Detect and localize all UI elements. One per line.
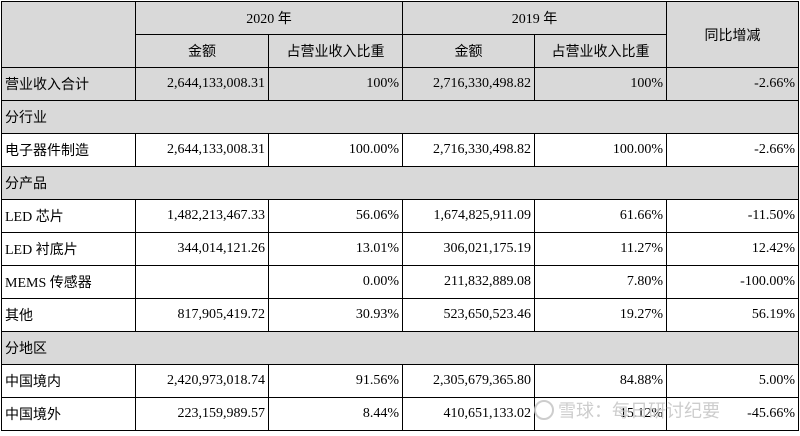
header-yoy-change: 同比增减	[666, 1, 799, 68]
change-cell: -100.00%	[666, 265, 799, 299]
section-title: 分地区	[1, 331, 799, 365]
ratio-2019-cell: 100.00%	[534, 133, 667, 167]
ratio-2020-cell: 100%	[268, 67, 403, 101]
amount-2020-cell: 2,644,133,008.31	[135, 133, 269, 167]
ratio-2020-cell: 8.44%	[268, 397, 403, 431]
amount-2019-cell: 2,716,330,498.82	[402, 67, 535, 101]
amount-2020-cell: 1,482,213,467.33	[135, 199, 269, 233]
amount-2019-cell: 306,021,175.19	[402, 232, 535, 266]
amount-2020-cell: 2,420,973,018.74	[135, 364, 269, 398]
header-corner-cell	[1, 1, 136, 68]
header-amount-2020: 金额	[135, 34, 269, 68]
table-row: 其他 817,905,419.72 30.93% 523,650,523.46 …	[1, 298, 799, 332]
ratio-2019-cell: 61.66%	[534, 199, 667, 233]
section-header-industry: 分行业	[1, 100, 799, 134]
change-cell: -2.66%	[666, 133, 799, 167]
change-cell: -11.50%	[666, 199, 799, 233]
change-cell: 56.19%	[666, 298, 799, 332]
section-header-product: 分产品	[1, 166, 799, 200]
ratio-2020-cell: 100.00%	[268, 133, 403, 167]
table-row: MEMS 传感器 0.00% 211,832,889.08 7.80% -100…	[1, 265, 799, 299]
amount-2020-cell	[135, 265, 269, 299]
ratio-2019-cell: 15.12%	[534, 397, 667, 431]
ratio-2020-cell: 91.56%	[268, 364, 403, 398]
table-row: 电子器件制造 2,644,133,008.31 100.00% 2,716,33…	[1, 133, 799, 167]
header-row-columns: 金额 占营业收入比重 金额 占营业收入比重	[2, 34, 799, 68]
ratio-2020-cell: 30.93%	[268, 298, 403, 332]
change-cell: 5.00%	[666, 364, 799, 398]
ratio-2020-cell: 13.01%	[268, 232, 403, 266]
amount-2019-cell: 2,716,330,498.82	[402, 133, 535, 167]
amount-2019-cell: 1,674,825,911.09	[402, 199, 535, 233]
total-revenue-row: 营业收入合计 2,644,133,008.31 100% 2,716,330,4…	[1, 67, 799, 101]
row-label: LED 衬底片	[1, 232, 136, 266]
table-row: 中国境内 2,420,973,018.74 91.56% 2,305,679,3…	[1, 364, 799, 398]
header-row-years: 2020 年 2019 年 同比增减	[1, 1, 799, 68]
table-row: LED 衬底片 344,014,121.26 13.01% 306,021,17…	[1, 232, 799, 266]
amount-2020-cell: 817,905,419.72	[135, 298, 269, 332]
header-year-2019: 2019 年	[402, 1, 667, 35]
header-ratio-2020: 占营业收入比重	[268, 34, 403, 68]
amount-2019-cell: 523,650,523.46	[402, 298, 535, 332]
ratio-2020-cell: 0.00%	[268, 265, 403, 299]
row-label: 中国境外	[1, 397, 136, 431]
amount-2019-cell: 211,832,889.08	[402, 265, 535, 299]
amount-2019-cell: 2,305,679,365.80	[402, 364, 535, 398]
table-row: 中国境外 223,159,989.57 8.44% 410,651,133.02…	[1, 397, 799, 431]
amount-2019-cell: 410,651,133.02	[402, 397, 535, 431]
row-label: 其他	[1, 298, 136, 332]
row-label: MEMS 传感器	[1, 265, 136, 299]
table-row: LED 芯片 1,482,213,467.33 56.06% 1,674,825…	[1, 199, 799, 233]
header-amount-2019: 金额	[402, 34, 535, 68]
change-cell: -2.66%	[666, 67, 799, 101]
ratio-2019-cell: 7.80%	[534, 265, 667, 299]
header-year-2020: 2020 年	[135, 1, 403, 35]
amount-2020-cell: 344,014,121.26	[135, 232, 269, 266]
ratio-2019-cell: 19.27%	[534, 298, 667, 332]
section-title: 分产品	[1, 166, 799, 200]
ratio-2019-cell: 84.88%	[534, 364, 667, 398]
row-label: 营业收入合计	[1, 67, 136, 101]
ratio-2019-cell: 100%	[534, 67, 667, 101]
row-label: LED 芯片	[1, 199, 136, 233]
change-cell: 12.42%	[666, 232, 799, 266]
ratio-2020-cell: 56.06%	[268, 199, 403, 233]
section-header-region: 分地区	[1, 331, 799, 365]
row-label: 中国境内	[1, 364, 136, 398]
ratio-2019-cell: 11.27%	[534, 232, 667, 266]
change-cell: -45.66%	[666, 397, 799, 431]
amount-2020-cell: 223,159,989.57	[135, 397, 269, 431]
section-title: 分行业	[1, 100, 799, 134]
amount-2020-cell: 2,644,133,008.31	[135, 67, 269, 101]
header-ratio-2019: 占营业收入比重	[534, 34, 667, 68]
row-label: 电子器件制造	[1, 133, 136, 167]
